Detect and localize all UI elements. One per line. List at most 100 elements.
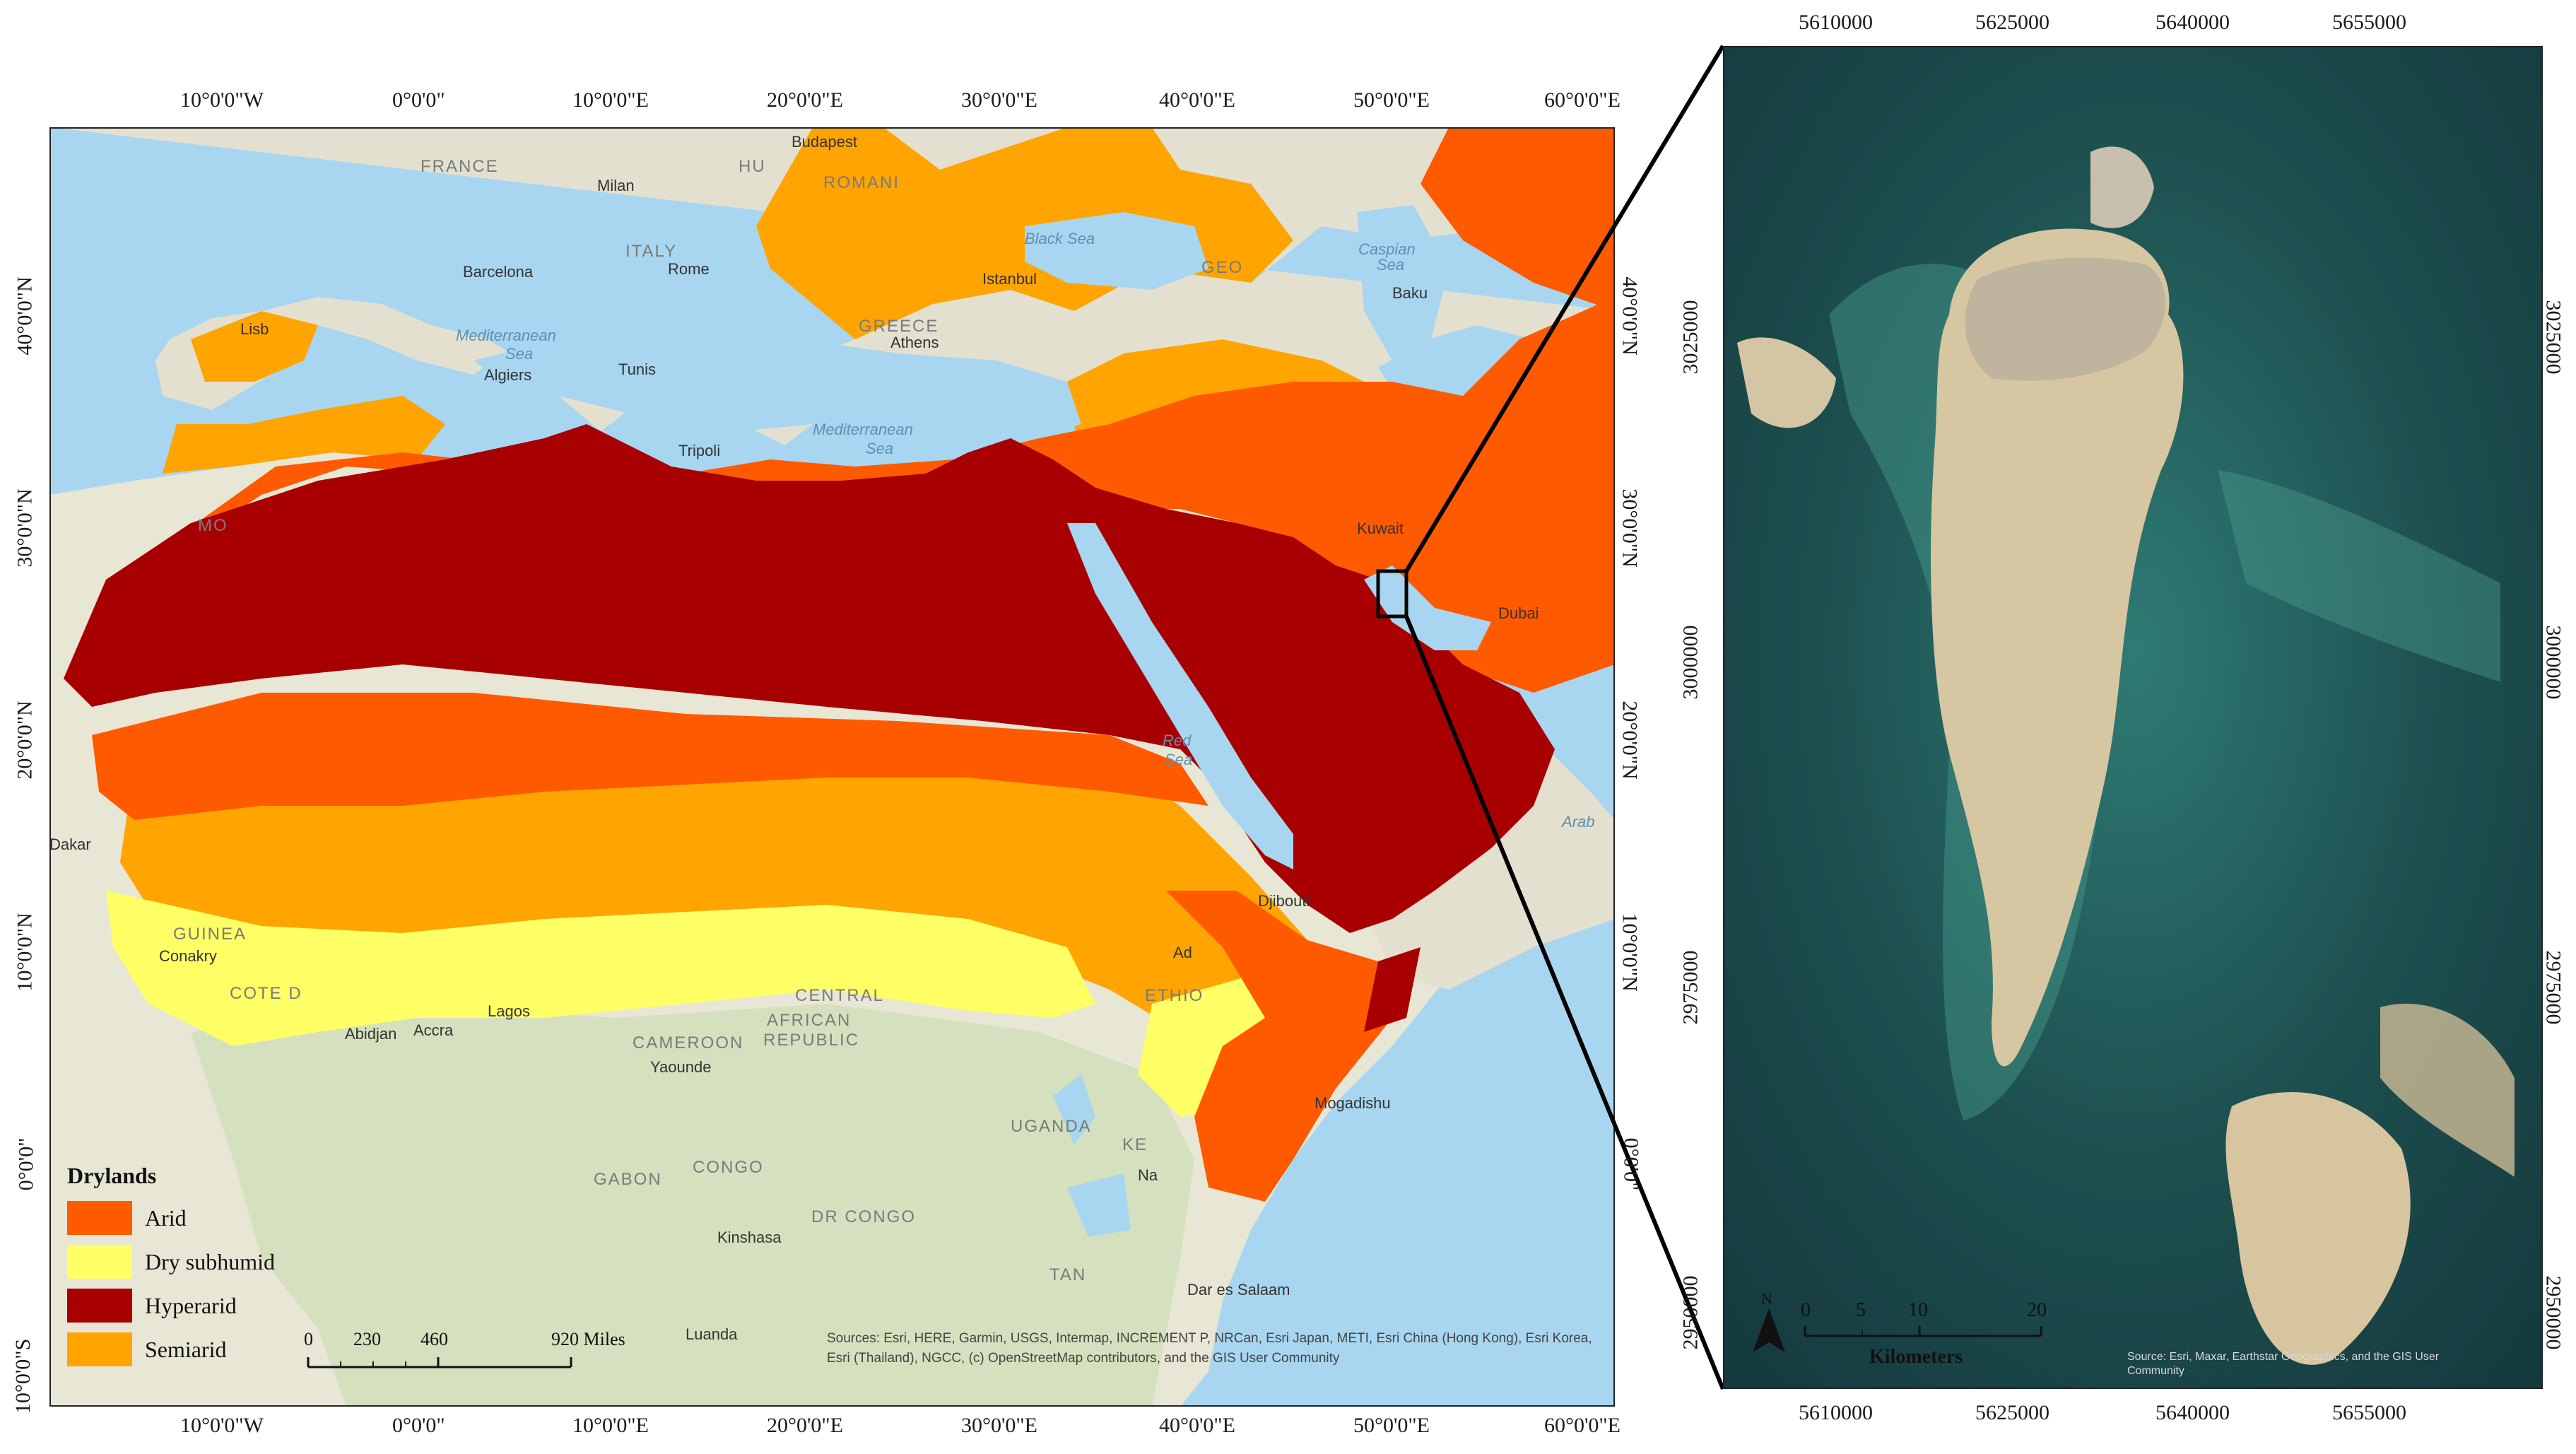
hawar-islands <box>2225 1092 2411 1365</box>
country-label: GEO <box>1201 258 1244 277</box>
lm-top-tick-4: 30°0'0"E <box>961 88 1037 112</box>
lm-right-tick-1: 30°0'0"N <box>1618 488 1642 568</box>
arid-horn <box>1166 891 1392 1202</box>
place-label: Dakar <box>49 836 91 853</box>
lm-bottom-tick-7: 60°0'0"E <box>1544 1414 1621 1437</box>
lm-left-tick-0: 40°0'0"N <box>13 276 37 356</box>
dry-subhumid-sahel <box>106 891 1095 1046</box>
place-label: Kinshasa <box>717 1229 782 1246</box>
scale-label: 460 <box>420 1329 448 1349</box>
satellite-inset-panel <box>1723 46 2543 1389</box>
drylands-map-svg <box>49 127 1615 1407</box>
map-frame <box>49 127 1615 1407</box>
satellite-credit: Source: Esri, Maxar, Earthstar Geographi… <box>2127 1351 2440 1377</box>
rm-bottom-tick-0: 5610000 <box>1799 1401 1873 1424</box>
rm-right-tick-3: 2950000 <box>2541 1275 2565 1350</box>
lm-right-tick-2: 20°0'0"N <box>1618 700 1642 780</box>
lake-victoria <box>1067 1173 1131 1237</box>
km-scale-bar: 0 5 10 20 Kilometers <box>1795 1299 2092 1368</box>
mediterranean-sea <box>474 325 1081 452</box>
scale-bar-graphic <box>307 1357 572 1368</box>
place-label: Abidjan <box>345 1025 397 1043</box>
place-label: Conakry <box>159 947 217 965</box>
country-label: TAN <box>1049 1265 1087 1284</box>
sea-label: Red <box>1163 732 1192 749</box>
sea-label: Sea <box>1165 751 1193 768</box>
semiarid-maghreb <box>163 396 445 474</box>
study-area-box <box>1376 569 1408 618</box>
country-label: REPUBLIC <box>763 1031 860 1050</box>
legend-item-arid: Arid <box>67 1196 275 1240</box>
place-label: Tripoli <box>678 442 721 459</box>
scale-label: 0 <box>304 1329 313 1349</box>
lm-top-tick-0: 10°0'0"W <box>180 88 264 112</box>
lake-turkana <box>1053 1074 1095 1145</box>
place-label: Budapest <box>792 133 857 151</box>
country-label: KE <box>1122 1135 1148 1154</box>
north-arrow-icon: N <box>1751 1290 1787 1375</box>
rm-left-tick-1: 3000000 <box>1678 625 1702 700</box>
legend-label: Arid <box>145 1204 187 1231</box>
lm-bottom-tick-4: 30°0'0"E <box>961 1414 1037 1437</box>
place-label: Yaounde <box>650 1058 712 1076</box>
lm-top-tick-7: 60°0'0"E <box>1544 88 1621 112</box>
place-label: Lagos <box>488 1002 530 1020</box>
place-label: Tunis <box>618 360 656 378</box>
rm-bottom-tick-1: 5625000 <box>1975 1401 2049 1424</box>
miles-scale-bar: 0 230 460 920 Miles <box>304 1329 636 1371</box>
arid-central-asia <box>1421 127 1615 311</box>
hyperarid-sahara-arabia <box>64 424 1555 933</box>
place-label: Ad <box>1173 944 1192 961</box>
rm-left-tick-0: 3025000 <box>1678 300 1702 375</box>
country-label: MO <box>198 516 228 535</box>
manama-urban <box>1965 257 2166 381</box>
country-label: HU <box>739 157 766 176</box>
legend-item-semiarid: Semiarid <box>67 1327 275 1371</box>
place-label: Milan <box>597 177 635 194</box>
lm-top-tick-3: 20°0'0"E <box>767 88 843 112</box>
place-label: Luanda <box>686 1325 738 1343</box>
country-label: GABON <box>594 1170 662 1189</box>
scale-label: 230 <box>353 1329 381 1349</box>
central-africa-vegetation <box>191 1004 1194 1407</box>
country-label: FRANCE <box>420 157 499 176</box>
place-label: Athens <box>890 334 939 351</box>
north-label: N <box>1761 1290 1772 1308</box>
connector-bottom <box>1404 615 1725 1390</box>
country-label: GUINEA <box>173 925 247 944</box>
country-label: ITALY <box>625 242 678 261</box>
rm-top-tick-2: 5640000 <box>2156 11 2230 34</box>
legend: Drylands Arid Dry subhumid Hyperarid Sem… <box>67 1163 275 1371</box>
country-label: DR CONGO <box>811 1207 916 1226</box>
sea-label: Sea <box>866 440 894 457</box>
bahrain-island <box>1931 228 2184 1067</box>
sea-label: Sea <box>1377 256 1405 274</box>
lm-bottom-tick-1: 0°0'0" <box>392 1414 445 1437</box>
lm-bottom-tick-2: 10°0'0"E <box>572 1414 649 1437</box>
drylands-map-panel <box>49 127 1615 1407</box>
lm-top-tick-1: 0°0'0" <box>392 88 445 112</box>
rm-top-tick-0: 5610000 <box>1799 11 1873 34</box>
legend-item-hyperarid: Hyperarid <box>67 1284 275 1327</box>
lm-left-tick-5: 10°0'0"S <box>11 1338 35 1414</box>
lm-right-tick-3: 10°0'0"N <box>1618 913 1642 992</box>
legend-label: Dry subhumid <box>145 1248 275 1274</box>
persian-gulf <box>1364 565 1491 650</box>
rm-left-tick-3: 2950000 <box>1678 1275 1702 1350</box>
lm-right-tick-0: 40°0'0"N <box>1618 276 1642 356</box>
scale-label: 920 Miles <box>551 1329 625 1349</box>
place-label: Na <box>1138 1166 1158 1184</box>
place-label: Algiers <box>484 366 532 384</box>
red-sea <box>1067 523 1293 869</box>
country-label: AFRICAN <box>767 1011 852 1030</box>
lm-top-tick-2: 10°0'0"E <box>572 88 649 112</box>
legend-label: Hyperarid <box>145 1292 237 1318</box>
place-label: Kuwait <box>1357 520 1404 537</box>
rm-right-tick-0: 3025000 <box>2541 300 2565 375</box>
country-label: ROMANI <box>823 173 900 192</box>
place-label: Rome <box>668 260 710 278</box>
legend-swatch <box>67 1289 132 1323</box>
sea-label: Black Sea <box>1025 230 1095 247</box>
lm-bottom-tick-5: 40°0'0"E <box>1159 1414 1235 1437</box>
